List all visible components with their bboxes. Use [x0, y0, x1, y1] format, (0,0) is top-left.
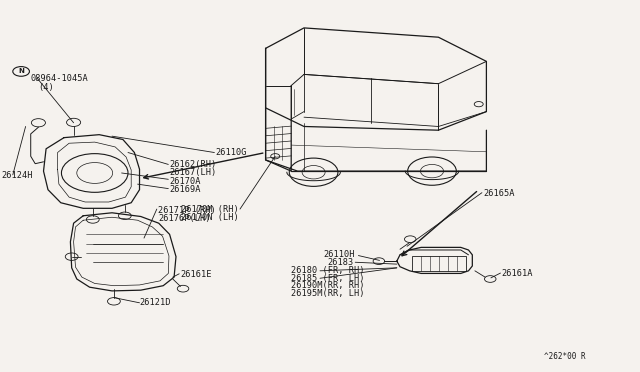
Text: 26110G: 26110G: [216, 148, 247, 157]
Text: 26121D: 26121D: [140, 298, 171, 307]
Text: 26170N (LH): 26170N (LH): [181, 213, 239, 222]
Text: 26183: 26183: [328, 258, 354, 267]
Text: 26161E: 26161E: [180, 270, 212, 279]
Text: 26180 (FR, RH): 26180 (FR, RH): [291, 266, 365, 275]
Text: 26169A: 26169A: [170, 185, 201, 194]
Text: 26195M(RR, LH): 26195M(RR, LH): [291, 289, 365, 298]
Text: 26161A: 26161A: [501, 269, 532, 278]
Text: 08964-1045A: 08964-1045A: [31, 74, 88, 83]
Text: 26171P (RH): 26171P (RH): [158, 206, 216, 215]
Text: 26170M (RH): 26170M (RH): [181, 205, 239, 214]
Text: N: N: [18, 68, 24, 74]
Text: 26167(LH): 26167(LH): [170, 169, 217, 177]
Text: 26124H: 26124H: [1, 171, 33, 180]
Text: 26165A: 26165A: [483, 189, 515, 198]
Text: 26110H: 26110H: [324, 250, 355, 259]
Text: 26162(RH): 26162(RH): [170, 160, 217, 169]
Text: ^262*00 R: ^262*00 R: [544, 352, 586, 361]
Text: (4): (4): [38, 83, 54, 92]
Text: 26185 (FR, LH): 26185 (FR, LH): [291, 274, 365, 283]
Text: 26170A: 26170A: [170, 177, 201, 186]
Text: 26176P(LH): 26176P(LH): [158, 214, 211, 223]
Text: 26190M(RR, RH): 26190M(RR, RH): [291, 281, 365, 290]
Bar: [412, 256, 466, 271]
